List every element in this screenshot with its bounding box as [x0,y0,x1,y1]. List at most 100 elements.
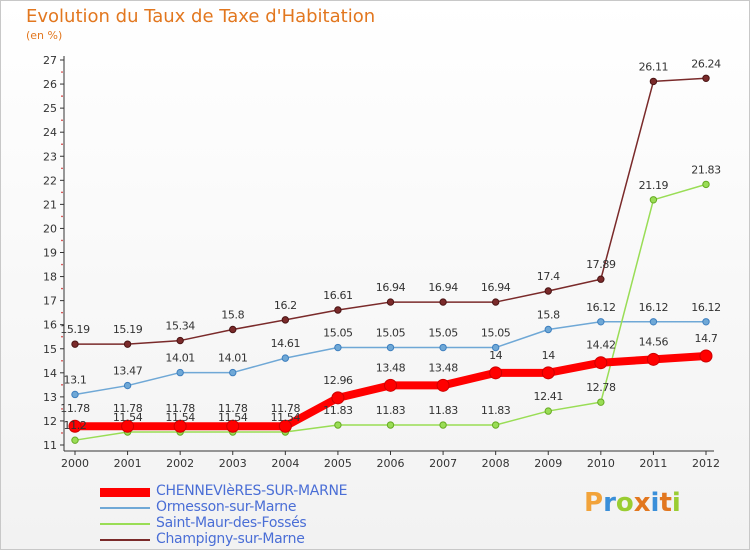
x-tick-label: 2011 [639,457,667,470]
data-label: 17.4 [537,270,560,283]
data-label: 15.8 [537,309,560,322]
y-minor-tick [61,191,63,194]
data-label: 11.78 [218,402,248,415]
data-label: 12.96 [323,374,353,387]
x-tick-label: 2000 [61,457,89,470]
y-minor-tick [61,408,63,410]
data-point [281,354,290,362]
data-point [594,356,608,370]
y-minor-tick [61,335,63,338]
x-tick-label: 2001 [114,457,142,470]
data-point [123,381,132,390]
data-point [386,298,395,306]
data-label: 26.11 [639,60,669,73]
data-point [386,421,395,429]
x-tick-label: 2007 [429,457,457,470]
data-label: 11.78 [165,402,195,415]
data-point [334,343,342,352]
logo-letter: P [584,488,604,518]
data-label: 14 [542,349,556,362]
proxiti-logo: Proxiti [584,488,681,518]
data-point [597,398,605,406]
logo-letter: r [603,488,616,518]
data-point [229,325,237,334]
data-label: 14.01 [218,352,248,365]
data-point [278,419,292,433]
data-label: 12.41 [534,390,564,403]
data-point [226,419,240,433]
chart-title: Evolution du Taux de Taxe d'Habitation [26,6,376,27]
y-tick-label: 27 [43,54,57,67]
data-label: 26.24 [691,57,721,70]
data-point [597,275,605,283]
x-tick-label: 2004 [271,457,299,470]
data-point [702,180,710,189]
data-label: 16.12 [639,301,669,314]
y-tick-label: 19 [43,247,57,260]
y-minor-tick [61,215,63,218]
y-minor-tick [61,71,63,73]
y-tick-label: 12 [43,415,57,428]
y-minor-tick [61,119,63,121]
data-point [649,77,658,86]
data-point [176,336,184,345]
x-tick-label: 2010 [587,457,615,470]
data-point [544,325,552,334]
data-point [71,390,79,399]
data-point [439,298,447,306]
data-label: 11.78 [271,402,301,415]
data-label: 14.7 [695,332,718,345]
y-tick-label: 22 [43,174,57,187]
data-point [436,378,450,392]
data-point [649,196,658,204]
data-label: 15.19 [60,323,90,336]
data-point [491,421,500,429]
logo-letter: t [659,488,672,518]
data-point [71,436,79,444]
x-tick-label: 2008 [482,457,510,470]
data-point [491,298,500,306]
data-point [702,74,710,82]
data-label: 16.94 [376,281,406,294]
data-label: 13.48 [428,361,458,374]
x-tick-label: 2002 [166,457,194,470]
y-tick-label: 13 [43,391,57,404]
y-minor-tick [61,311,63,314]
data-point [384,378,397,392]
data-label: 15.34 [165,320,195,333]
data-label: 15.05 [323,327,353,340]
x-tick-label: 2005 [324,457,352,470]
data-label: 12.78 [586,381,616,394]
data-label: 11.83 [428,404,458,417]
y-minor-tick [61,143,63,146]
data-label: 13.1 [64,373,87,386]
y-tick-label: 17 [43,295,57,308]
data-label: 11.54 [218,411,248,424]
data-point [597,318,605,326]
logo-letter: i [650,488,660,518]
data-label: 16.94 [428,281,458,294]
data-label: 14.01 [165,352,195,365]
y-tick-label: 23 [43,150,57,163]
data-label: 16.61 [323,289,353,302]
data-label: 21.83 [691,163,721,176]
data-label: 11.83 [376,404,406,417]
y-tick-label: 14 [43,367,57,380]
y-minor-tick [61,432,63,434]
data-point [544,287,552,295]
data-label: 11.54 [271,411,301,424]
data-label: 16.2 [274,299,297,312]
data-point [176,368,184,377]
y-tick-label: 20 [43,222,57,235]
data-label: 21.19 [639,179,669,192]
data-label: 16.12 [691,301,721,314]
data-point [541,366,555,380]
y-tick-label: 11 [43,439,57,452]
data-point [334,306,342,314]
legend-label: Saint-Maur-des-Fossés [156,515,307,531]
data-label: 15.8 [221,309,244,322]
legend-swatch [100,488,150,497]
data-label: 15.19 [113,323,143,336]
y-minor-tick [61,384,63,386]
